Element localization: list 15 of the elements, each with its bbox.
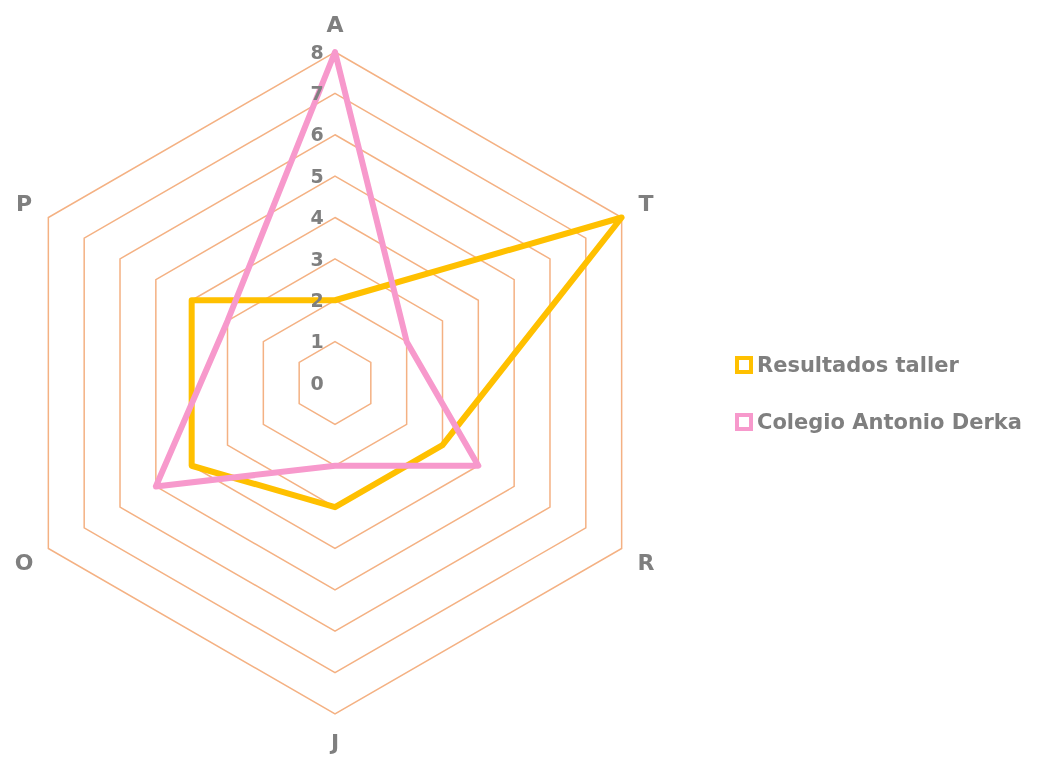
spoke-label: P (15, 191, 33, 217)
y-tick-label: 8 (310, 40, 324, 63)
y-tick-label: 4 (310, 206, 324, 229)
y-tick-label: 6 (310, 123, 324, 146)
y-tick-label: 3 (310, 247, 324, 270)
spoke-label: A (326, 11, 344, 37)
legend-label: Colegio Antonio Derka (757, 410, 1022, 435)
legend-label: Resultados taller (757, 353, 960, 378)
spoke-label: J (328, 729, 340, 755)
y-tick-label: 1 (310, 330, 324, 353)
spoke-label: O (14, 550, 34, 576)
y-tick-label: 0 (310, 371, 324, 394)
spoke-label: T (638, 191, 654, 217)
y-tick-label: 5 (310, 164, 324, 187)
spoke-label: R (637, 550, 655, 576)
